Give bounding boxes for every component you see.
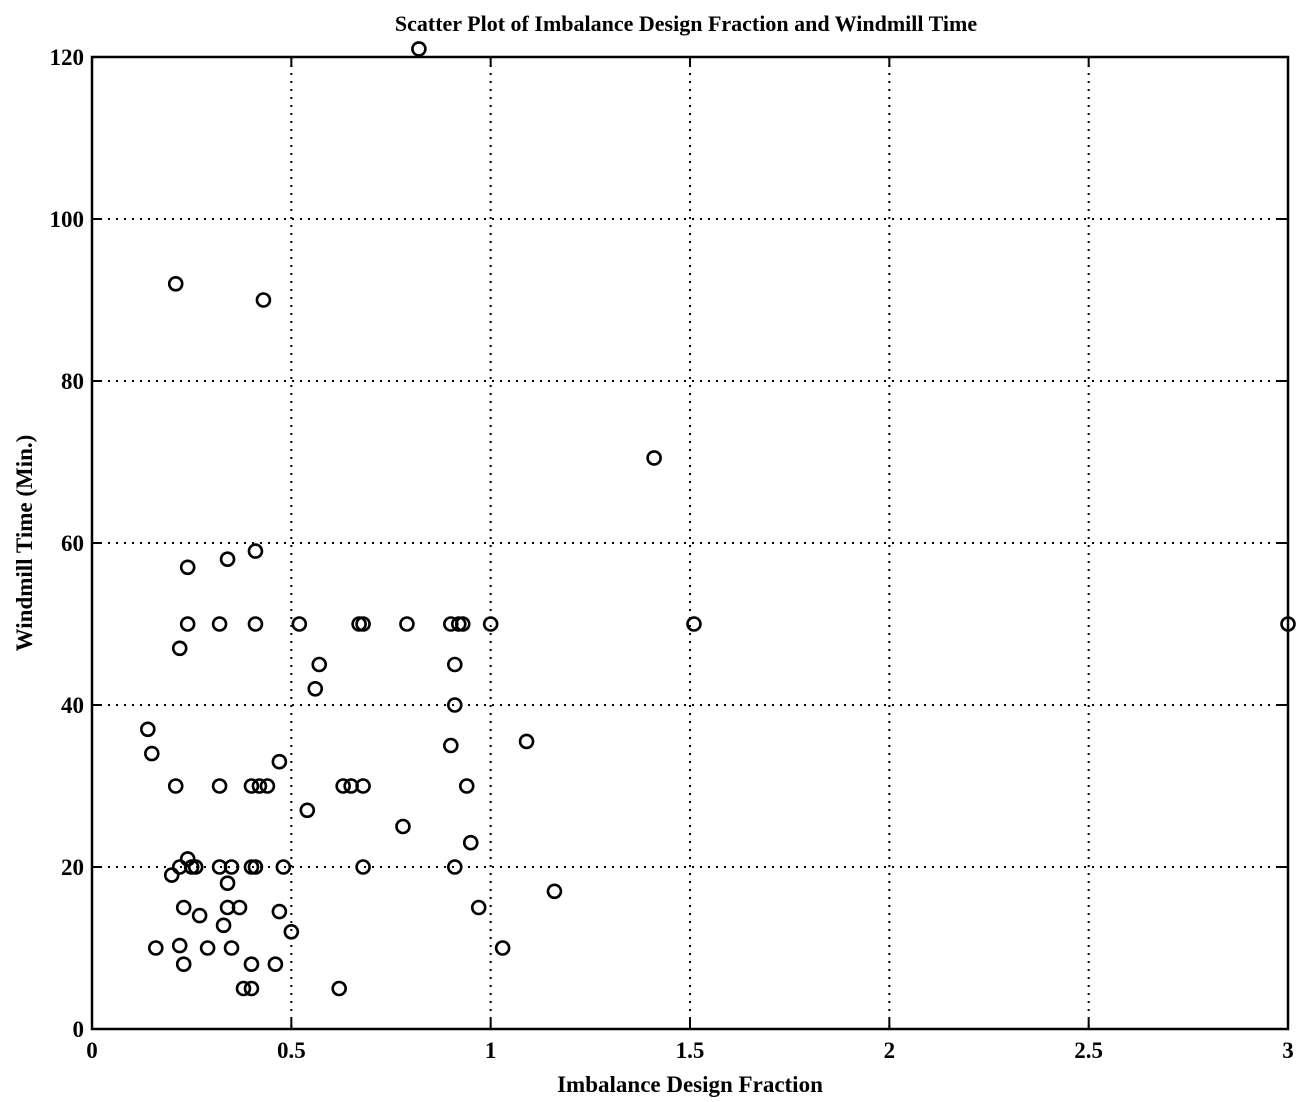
y-tick-label: 60 <box>61 531 84 556</box>
data-point <box>167 778 184 794</box>
y-tick-label: 80 <box>61 369 84 394</box>
data-point <box>175 956 192 973</box>
x-tick-label: 1 <box>485 1038 497 1063</box>
data-point <box>231 899 248 916</box>
data-point <box>399 616 415 632</box>
data-point <box>243 956 260 973</box>
data-point <box>546 883 563 900</box>
data-point <box>267 956 284 973</box>
data-point <box>646 450 662 466</box>
data-point <box>686 616 702 632</box>
data-point <box>283 923 300 940</box>
data-point <box>191 907 208 924</box>
y-axis-label: Windmill Time (Min.) <box>12 435 37 652</box>
y-tick-label: 120 <box>50 45 85 70</box>
data-point <box>411 41 427 57</box>
data-point <box>251 778 268 794</box>
x-tick-label: 0 <box>86 1038 98 1063</box>
data-point <box>223 859 240 875</box>
x-tick-label: 3 <box>1282 1038 1294 1063</box>
x-axis-label: Imbalance Design Fraction <box>557 1072 823 1097</box>
data-point <box>140 721 156 738</box>
y-tick-label: 20 <box>61 855 84 880</box>
data-point <box>470 899 487 916</box>
data-point <box>482 616 499 632</box>
data-point <box>454 616 471 632</box>
data-point <box>243 778 260 794</box>
data-point <box>494 940 511 956</box>
data-point <box>462 834 479 851</box>
data-point <box>247 616 264 632</box>
data-point <box>307 680 324 697</box>
data-point <box>163 867 180 883</box>
data-point <box>211 778 228 794</box>
data-point <box>446 697 463 713</box>
data-point <box>199 940 216 956</box>
data-point <box>223 940 240 956</box>
x-tick-label: 2.5 <box>1074 1038 1103 1063</box>
data-point <box>291 616 308 632</box>
data-point <box>518 733 535 750</box>
data-point <box>271 753 288 770</box>
data-point <box>458 778 475 794</box>
data-point <box>395 818 411 835</box>
data-point <box>442 737 459 754</box>
data-point <box>255 292 272 308</box>
data-point <box>171 640 188 657</box>
data-point <box>355 859 371 875</box>
grid-lines <box>92 57 1288 1029</box>
y-tick-label: 40 <box>61 693 84 718</box>
axis-ticks: 0 0.5 1 1.5 2 2.5 3 0 20 40 60 80 100 120 <box>50 45 1294 1063</box>
chart-title: Scatter Plot of Imbalance Design Fractio… <box>395 11 977 36</box>
data-point <box>167 275 184 292</box>
data-point <box>299 802 316 819</box>
data-point <box>335 778 351 794</box>
y-tick-label: 0 <box>73 1017 85 1042</box>
data-point <box>271 903 288 920</box>
data-point <box>147 940 164 956</box>
data-point <box>247 543 264 559</box>
data-point <box>144 745 160 762</box>
plot-frame <box>90 55 1290 1031</box>
data-point <box>243 980 260 997</box>
x-tick-label: 2 <box>884 1038 896 1063</box>
data-point <box>219 551 236 568</box>
data-point <box>179 851 196 867</box>
data-point <box>179 559 196 576</box>
data-point <box>355 616 371 632</box>
data-point <box>247 859 264 875</box>
data-point <box>259 778 276 794</box>
data-point <box>331 980 347 997</box>
data-points <box>140 41 1296 997</box>
data-point <box>175 899 192 916</box>
data-point <box>219 875 236 892</box>
data-point <box>355 778 371 794</box>
data-point <box>446 656 463 673</box>
data-point <box>235 980 252 997</box>
data-point <box>275 859 292 875</box>
data-point <box>1280 616 1296 632</box>
data-point <box>179 616 196 632</box>
x-tick-label: 1.5 <box>676 1038 705 1063</box>
data-point <box>211 616 228 632</box>
data-point <box>446 859 463 875</box>
data-point <box>187 859 204 875</box>
x-tick-label: 0.5 <box>277 1038 306 1063</box>
data-point <box>215 917 232 934</box>
data-point <box>171 937 188 954</box>
y-tick-label: 100 <box>50 207 85 232</box>
data-point <box>311 656 328 673</box>
